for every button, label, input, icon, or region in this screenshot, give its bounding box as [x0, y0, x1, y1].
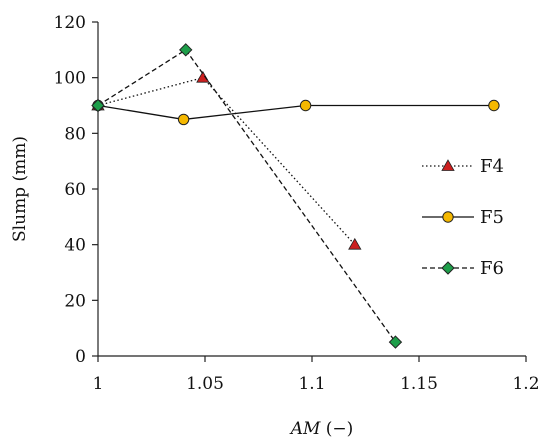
x-tick-label: 1.2 — [512, 374, 539, 394]
x-axis-title-unit: (−) — [320, 419, 353, 439]
legend: F4 F5 F6 — [422, 156, 504, 279]
legend-label-f4: F4 — [480, 156, 504, 177]
y-axis-title: Slump (mm) — [10, 136, 30, 242]
axes: 0 20 40 60 80 100 120 1 1.05 1.1 1.15 1.2 — [54, 13, 540, 394]
data-point-f6 — [388, 335, 403, 349]
y-tick-label: 60 — [64, 180, 86, 200]
y-tick-label: 40 — [64, 236, 86, 256]
x-axis-title-symbol: AM — [289, 419, 321, 439]
series-layer — [91, 43, 500, 349]
y-tick-label: 0 — [75, 347, 86, 367]
data-point-f5 — [177, 113, 190, 126]
x-axis-title: AM (−) — [289, 419, 354, 439]
data-point-f4 — [348, 237, 362, 250]
x-tick-label: 1.05 — [186, 374, 224, 394]
y-tick-label: 80 — [64, 124, 86, 144]
series-line-f5 — [97, 104, 494, 121]
y-tick-label: 100 — [54, 69, 86, 89]
series-f4 — [91, 70, 362, 250]
data-point-f5 — [299, 99, 312, 112]
legend-label-f5: F5 — [480, 207, 504, 228]
series-f6 — [91, 43, 403, 349]
series-line-f4 — [97, 76, 356, 246]
x-tick-label: 1.1 — [298, 374, 325, 394]
x-tick-label: 1 — [93, 374, 104, 394]
data-point-f6 — [91, 98, 105, 113]
series-f5 — [92, 99, 500, 126]
series-line-f6 — [97, 48, 396, 343]
legend-marker-f4 — [441, 159, 455, 171]
data-point-f5 — [488, 99, 500, 112]
x-tick-label: 1.15 — [400, 374, 438, 394]
y-tick-label: 20 — [64, 291, 86, 311]
legend-marker-f5 — [442, 211, 454, 223]
data-point-f6 — [179, 43, 193, 57]
legend-marker-f6 — [441, 261, 455, 275]
legend-label-f6: F6 — [480, 258, 504, 279]
y-tick-label: 120 — [54, 13, 86, 33]
